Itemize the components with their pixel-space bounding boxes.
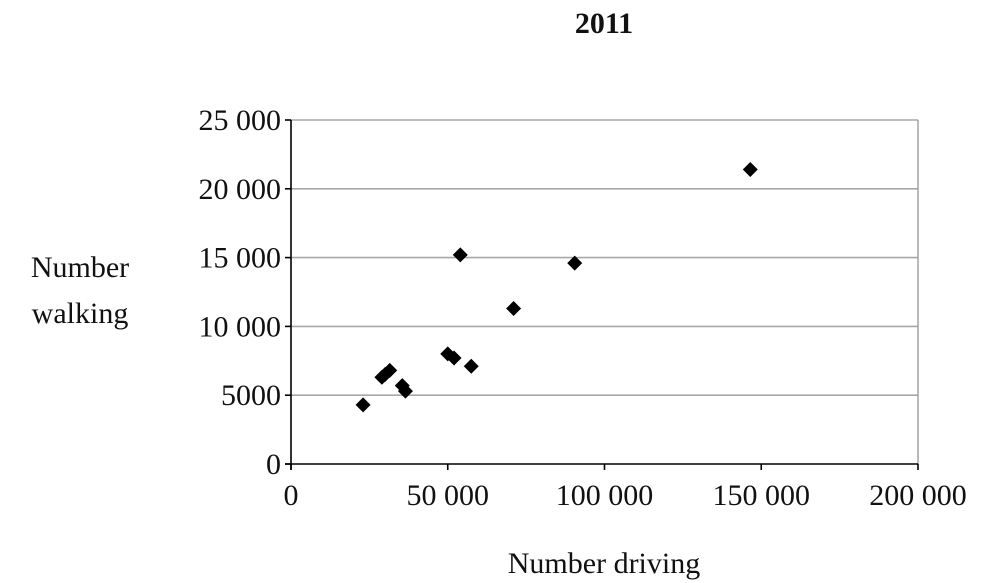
y-axis-label-line-2: walking (32, 297, 129, 330)
y-tick-label-4: 20 000 (199, 173, 282, 206)
x-tick-label-3: 150 000 (713, 479, 811, 512)
chart-title: 2011 (575, 7, 633, 40)
x-tick-labels: 0 50 000 100 000 150 000 200 000 (284, 479, 967, 512)
y-axis-label-line-1: Number (31, 251, 129, 284)
y-tick-label-0: 0 (266, 448, 281, 481)
axes (285, 119, 919, 470)
data-point-7 (446, 350, 462, 366)
y-tick-label-3: 15 000 (199, 242, 282, 275)
data-point-5 (397, 383, 413, 399)
data-point-0 (355, 397, 371, 413)
data-point-10 (506, 301, 522, 317)
x-axis-label: Number driving (508, 547, 700, 580)
data-point-9 (463, 358, 479, 374)
data-point-8 (452, 247, 468, 263)
x-tick-label-4: 200 000 (869, 479, 967, 512)
y-tick-labels: 0 5000 10 000 15 000 20 000 25 000 (199, 104, 282, 481)
y-tick-label-1: 5000 (221, 379, 281, 412)
y-tick-label-5: 25 000 (199, 104, 282, 137)
x-tick-label-2: 100 000 (556, 479, 654, 512)
data-points (355, 162, 758, 413)
grid (291, 119, 919, 464)
x-tick-label-1: 50 000 (407, 479, 490, 512)
data-point-12 (742, 162, 758, 178)
x-tick-label-0: 0 (284, 479, 299, 512)
data-point-11 (567, 255, 583, 271)
data-point-3 (382, 362, 398, 378)
y-tick-label-2: 10 000 (199, 310, 282, 343)
